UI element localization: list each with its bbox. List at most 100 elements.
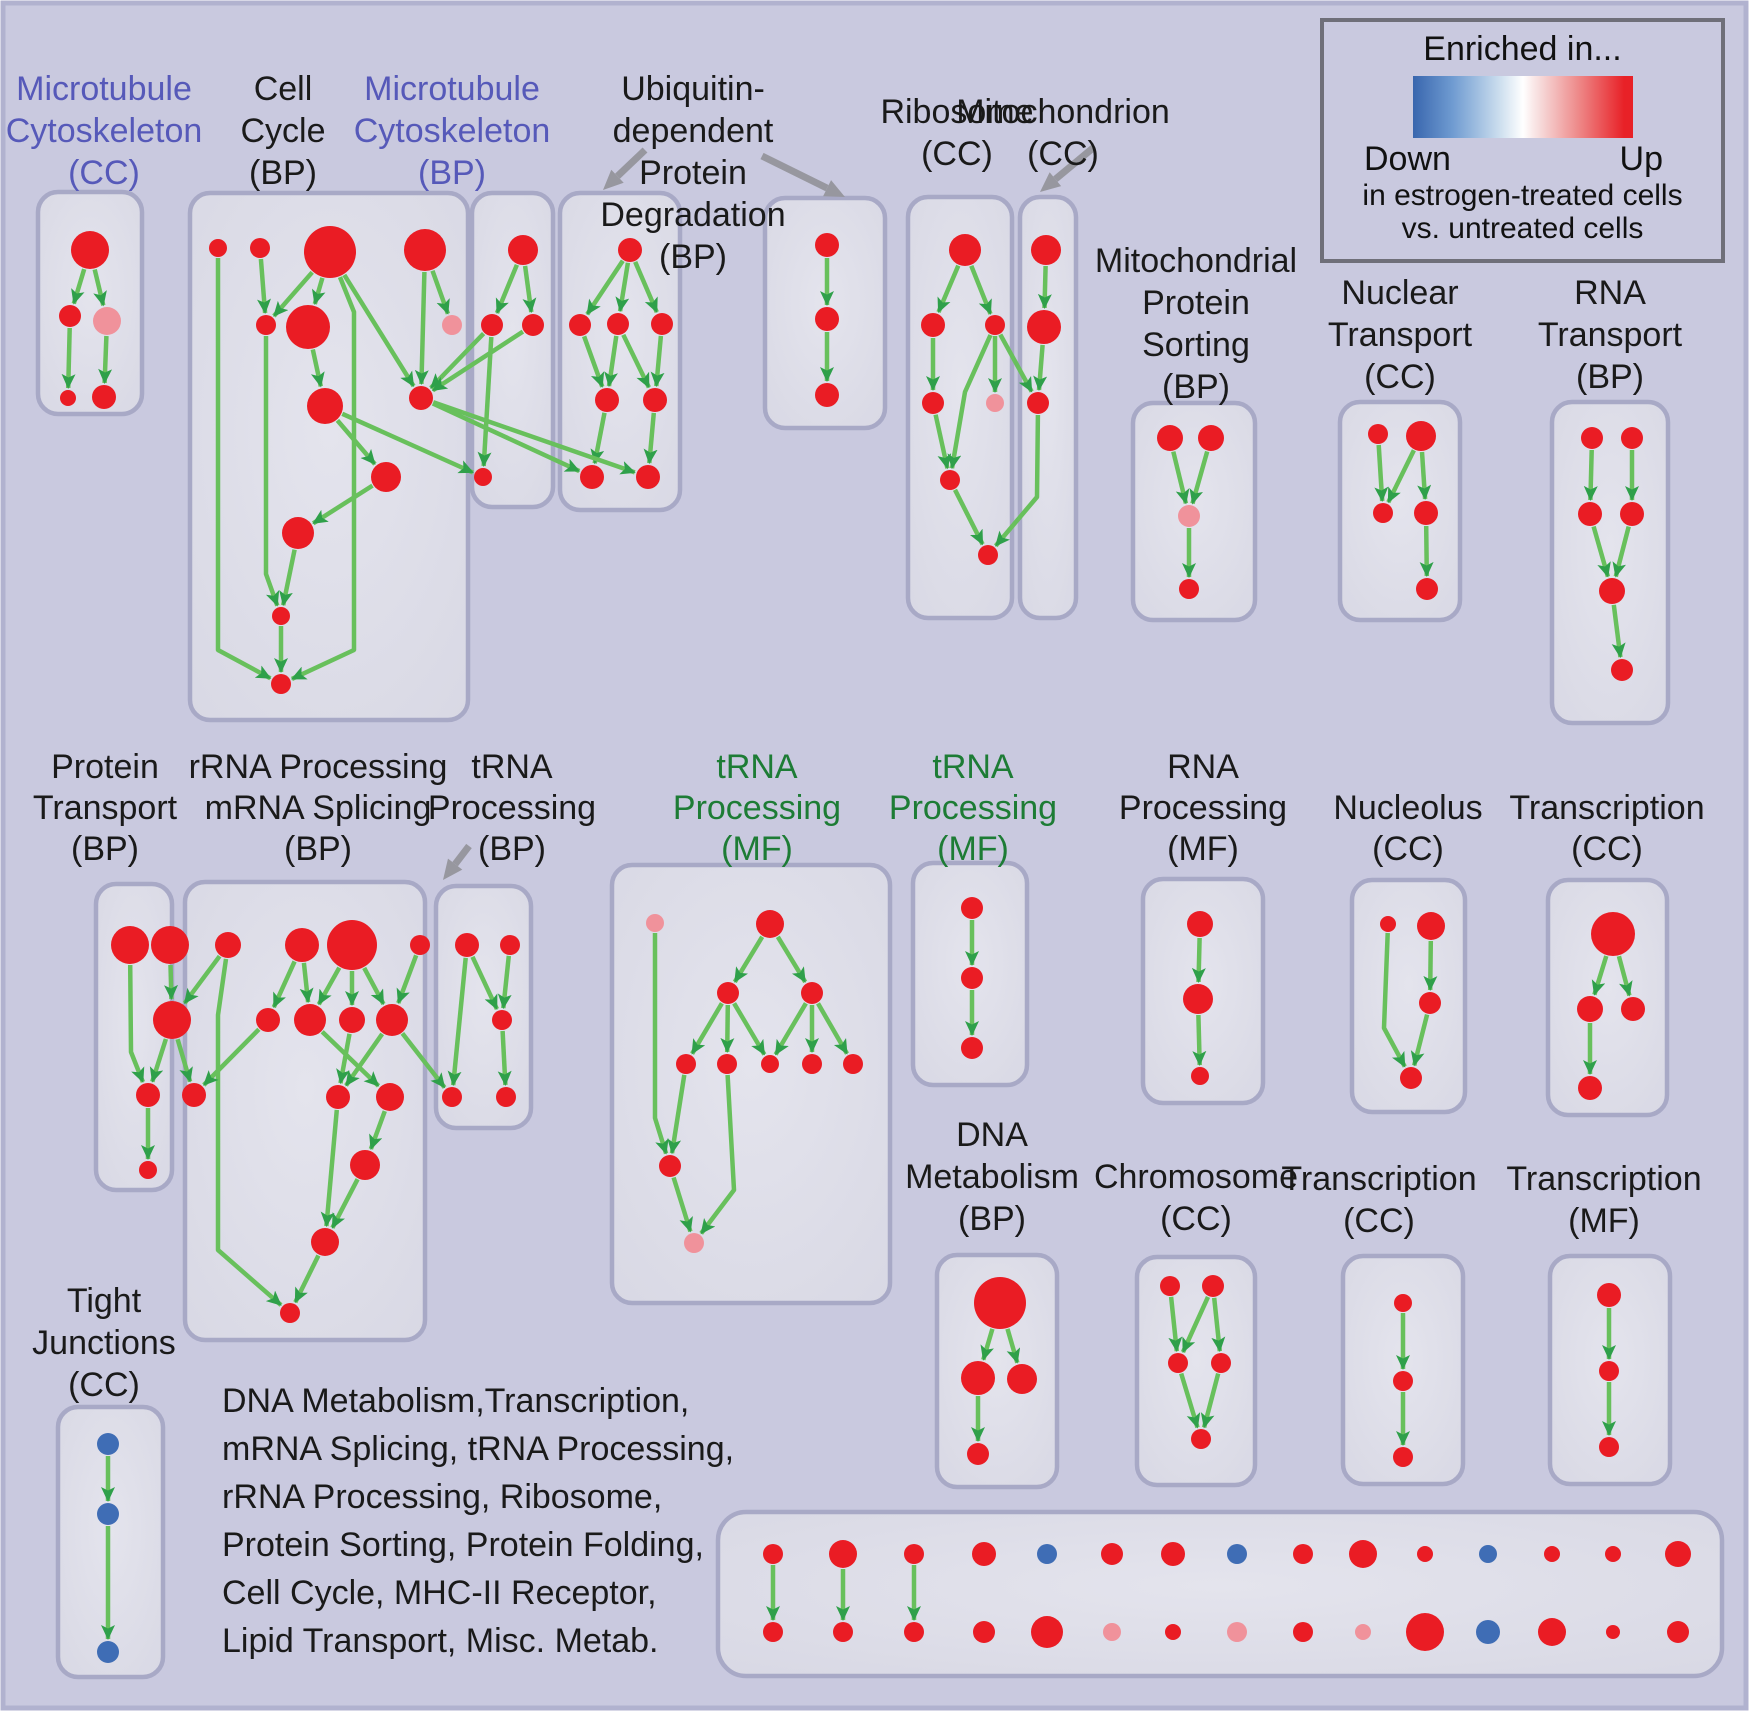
gene-node (1183, 984, 1213, 1014)
edge (1033, 344, 1048, 391)
gene-node (442, 315, 462, 335)
gene-node (607, 313, 629, 335)
edge (604, 335, 619, 388)
gene-node (763, 1544, 783, 1564)
label-ubiquitin-bp-1: Ubiquitin-dependent Protein Degradation (BP… (600, 70, 785, 276)
gene-node (761, 1055, 779, 1073)
edge (263, 336, 280, 607)
gene-node (481, 314, 503, 336)
group-box-transcription-cc-bottom (1340, 1253, 1466, 1487)
edge (368, 1110, 387, 1150)
edge (271, 960, 297, 1009)
edge (414, 271, 429, 385)
gene-node (972, 1542, 996, 1566)
edge (690, 1002, 724, 1055)
gene-node (949, 234, 981, 266)
edge (952, 488, 985, 546)
group-box-rrna-mrna (182, 879, 428, 1343)
edge (1211, 1297, 1226, 1353)
edge (400, 1032, 447, 1089)
label-transcription-cc-mid: Transcription (CC) (1509, 789, 1704, 868)
gene-node (151, 926, 189, 964)
gene-node (1368, 424, 1388, 444)
gene-node (756, 910, 784, 938)
gene-node (1165, 1624, 1181, 1640)
annotation-arrowhead-icon (823, 180, 845, 197)
gene-node (1611, 659, 1633, 681)
edge (477, 336, 494, 467)
gene-node (1416, 578, 1438, 600)
gene-node (922, 392, 944, 414)
gene-node (815, 307, 839, 331)
label-rna-processing-mf: RNA Processing (MF) (1119, 748, 1287, 868)
edge (969, 264, 993, 315)
gene-node (973, 1621, 995, 1643)
gene-node (455, 933, 479, 957)
gene-node (1393, 1371, 1413, 1391)
gene-node (111, 926, 149, 964)
gene-node (304, 226, 356, 278)
gene-node (250, 238, 270, 258)
edge (1374, 444, 1389, 502)
gene-node (215, 932, 241, 958)
gene-node (1157, 425, 1183, 451)
gene-node (327, 920, 377, 970)
gene-node (569, 314, 591, 336)
gene-node (1202, 1275, 1224, 1297)
edge (344, 1032, 385, 1087)
gene-node (1417, 1546, 1433, 1562)
group-box-tight-junctions (55, 1404, 166, 1680)
edge (311, 483, 374, 526)
annotation-arrow-icon (1053, 145, 1096, 182)
edge (311, 277, 326, 305)
gene-node (595, 388, 619, 412)
label-chromosome-cc: Chromosome (CC) (1094, 1158, 1298, 1238)
gene-node (1227, 1622, 1247, 1642)
gene-node (1031, 1616, 1063, 1648)
edge (1386, 449, 1416, 504)
edge (431, 401, 581, 474)
edge (933, 414, 952, 470)
edge (336, 1033, 352, 1085)
gene-node (833, 1622, 853, 1642)
gene-node (1419, 992, 1441, 1014)
gene-node (636, 465, 660, 489)
label-trna-bp: tRNA Processing (BP) (428, 748, 596, 868)
gene-node (376, 1004, 408, 1036)
annotation-arrow-icon (452, 843, 472, 867)
edge (585, 259, 625, 316)
gene-node (676, 1054, 696, 1074)
legend-down-label: Down (1364, 140, 1451, 178)
gene-node (921, 313, 945, 337)
gene-node (1160, 1276, 1180, 1296)
group-box-transcription-cc-mid (1545, 877, 1670, 1118)
gene-node (1606, 1625, 1620, 1639)
group-box-microtubule-cc (35, 189, 145, 417)
annotation-arrowhead-icon (1040, 172, 1062, 192)
gene-node (272, 607, 290, 625)
label-trna-mf-large: tRNA Processing (MF) (673, 748, 841, 868)
gene-node (60, 390, 76, 406)
gene-node (256, 1008, 280, 1032)
edge (732, 935, 765, 984)
edge (149, 1038, 169, 1083)
gene-node (1355, 1624, 1371, 1640)
gene-node (1577, 996, 1603, 1022)
edge (615, 262, 631, 313)
edge (1616, 955, 1633, 997)
legend-caption-2: vs. untreated cells (1401, 212, 1644, 245)
edge (581, 335, 605, 388)
edge (633, 261, 659, 314)
edge (215, 958, 283, 1307)
group-box-trna-mf-large (609, 862, 893, 1306)
gene-node (1373, 503, 1393, 523)
edge (396, 954, 419, 1005)
gene-node (1227, 1544, 1247, 1564)
gene-node (1179, 579, 1199, 599)
gene-node (1599, 1437, 1619, 1457)
edge (667, 1074, 687, 1155)
gene-node (651, 313, 673, 335)
gene-node (961, 1361, 995, 1395)
edge (1410, 1014, 1430, 1067)
